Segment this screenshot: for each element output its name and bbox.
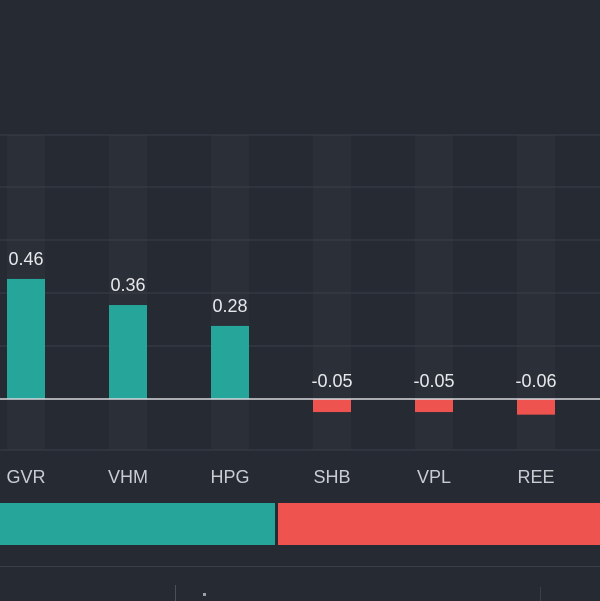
tick-label-vpl: VPL <box>417 467 451 487</box>
footer-glyph-fragment <box>203 593 206 596</box>
tick-label-hpg: HPG <box>210 467 249 487</box>
data-label-shb: -0.05 <box>311 371 352 391</box>
bar-vpl[interactable] <box>415 399 453 413</box>
data-label-vpl: -0.05 <box>413 371 454 391</box>
data-label-ree: -0.06 <box>515 371 556 391</box>
ratio-bar-gap <box>274 503 278 545</box>
tick-label-shb: SHB <box>313 467 350 487</box>
data-label-gvr: 0.46 <box>8 249 43 269</box>
ratio-bar-positive-segment <box>0 503 275 545</box>
footer-divider-right <box>540 587 541 601</box>
breadth-ratio-bar <box>0 503 600 545</box>
data-label-vhm: 0.36 <box>110 275 145 295</box>
data-label-hpg: 0.28 <box>212 296 247 316</box>
footer-divider <box>175 585 176 601</box>
tick-label-ree: REE <box>517 467 554 487</box>
ratio-bar-negative-segment <box>277 503 600 545</box>
tick-label-gvr: GVR <box>6 467 45 487</box>
bar-chart: 0.46 GVR 0.36 VHM 0.28 HPG -0.05 SHB -0.05 VPL -0.… <box>0 134 600 487</box>
bar-ree[interactable] <box>517 399 555 415</box>
bar-gvr[interactable] <box>7 278 45 399</box>
bar-shb[interactable] <box>313 399 351 413</box>
bar-vhm[interactable] <box>109 305 147 399</box>
footer-strip <box>0 566 600 601</box>
bar-hpg[interactable] <box>211 325 249 399</box>
bar-chart-panel: 0.46 GVR 0.36 VHM 0.28 HPG -0.05 SHB -0.05 VPL -0.… <box>0 134 600 487</box>
tick-label-vhm: VHM <box>108 467 148 487</box>
